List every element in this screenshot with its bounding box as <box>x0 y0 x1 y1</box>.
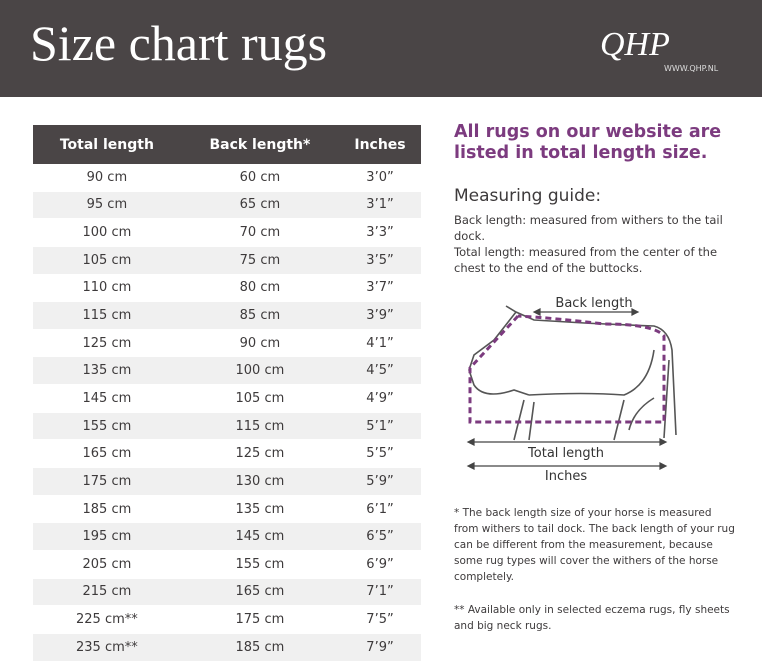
footnote: * The back length size of your horse is … <box>454 507 735 583</box>
guide-title: Measuring guide: <box>454 186 602 206</box>
table-row: 155 cm 115 cm 5’1” <box>33 412 421 441</box>
table-cell: 105 cm <box>180 384 340 413</box>
table-cell: 65 cm <box>180 191 340 220</box>
table-row: 95 cm 65 cm 3’1” <box>33 191 421 220</box>
column-header: Back length* <box>180 125 340 164</box>
inches-label: Inches <box>545 469 587 484</box>
table-cell: 235 cm** <box>33 633 181 662</box>
table-cell: 7’1” <box>339 578 421 607</box>
table-cell: 135 cm <box>33 356 181 386</box>
guide-line: Back length: measured from withers to th… <box>454 213 723 243</box>
table-cell: 4’9” <box>339 384 421 413</box>
table-cell: 3’1” <box>339 191 421 220</box>
table-cell: 5’1” <box>339 412 421 441</box>
logo: QHP <box>600 26 670 63</box>
table-cell: 175 cm <box>180 605 340 634</box>
table-cell: 80 cm <box>180 274 340 303</box>
table-row: 195 cm 145 cm 6’5” <box>33 522 421 551</box>
guide-line: Total length: measured from the center o… <box>454 245 718 275</box>
table-row: 215 cm 165 cm 7’1” <box>33 578 421 607</box>
table-cell: 205 cm <box>33 550 181 579</box>
table-cell: 3’7” <box>339 274 421 303</box>
header-row: Total length Back length* Inches <box>33 125 421 164</box>
table-row: 205 cm 155 cm 6’9” <box>33 550 421 579</box>
table-cell: 5’5” <box>339 439 421 469</box>
table-row: 105 cm 75 cm 3’5” <box>33 246 421 275</box>
total-length-label: Total length <box>527 446 604 461</box>
info: All rugs on our website are listed in to… <box>454 122 744 276</box>
table-cell: 3’0” <box>339 164 421 192</box>
table-cell: 105 cm <box>33 246 181 275</box>
table-cell: 165 cm <box>180 578 340 607</box>
table-row: 90 cm 60 cm 3’0” <box>33 164 421 192</box>
table-row: 135 cm 100 cm 4’5” <box>33 356 421 386</box>
table-cell: 165 cm <box>33 439 181 469</box>
table-cell: 6’5” <box>339 522 421 551</box>
table-cell: 125 cm <box>180 439 340 469</box>
column-header: Inches <box>339 125 421 164</box>
footnote: ** Available only in selected eczema rug… <box>454 604 730 632</box>
header: Size chart rugs QHP WWW.QHP.NL <box>0 0 762 97</box>
table-cell: 75 cm <box>180 246 340 275</box>
size-table: Total length Back length* Inches 90 cm 60 cm… <box>33 125 421 662</box>
highlight: All rugs on our website are listed in to… <box>454 122 722 163</box>
table-cell: 115 cm <box>180 412 340 441</box>
table-row: 175 cm 130 cm 5’9” <box>33 467 421 496</box>
table-cell: 6’9” <box>339 550 421 579</box>
table-row: 165 cm 125 cm 5’5” <box>33 439 421 469</box>
table-row: 115 cm 85 cm 3’9” <box>33 301 421 330</box>
table-cell: 3’3” <box>339 218 421 247</box>
table-cell: 100 cm <box>180 356 340 386</box>
table-row: 185 cm 135 cm 6’1” <box>33 495 421 524</box>
table-cell: 110 cm <box>33 274 181 303</box>
table-cell: 6’1” <box>339 495 421 524</box>
table-cell: 3’9” <box>339 301 421 330</box>
table-row: 100 cm 70 cm 3’3” <box>33 218 421 247</box>
table-cell: 5’9” <box>339 467 421 496</box>
table-cell: 90 cm <box>33 164 181 192</box>
horse-diagram: Back length Total length Inches <box>466 296 677 484</box>
table-cell: 115 cm <box>33 301 181 330</box>
table-row: 225 cm** 175 cm 7’5” <box>33 605 421 634</box>
table-cell: 145 cm <box>33 384 181 413</box>
table-cell: 7’5” <box>339 605 421 634</box>
table-cell: 195 cm <box>33 522 181 551</box>
table-cell: 90 cm <box>180 329 340 358</box>
title: Size chart rugs <box>30 15 328 71</box>
table-cell: 155 cm <box>33 412 181 441</box>
table-cell: 4’5” <box>339 356 421 386</box>
table-cell: 4’1” <box>339 329 421 358</box>
table-cell: 7’9” <box>339 633 421 662</box>
table-cell: 95 cm <box>33 191 181 220</box>
table-cell: 100 cm <box>33 218 181 247</box>
table-cell: 185 cm <box>33 495 181 524</box>
table-cell: 130 cm <box>180 467 340 496</box>
back-length-label: Back length <box>555 296 632 311</box>
table-cell: 85 cm <box>180 301 340 330</box>
table-cell: 155 cm <box>180 550 340 579</box>
table-cell: 60 cm <box>180 164 340 192</box>
table-cell: 125 cm <box>33 329 181 358</box>
table-cell: 3’5” <box>339 246 421 275</box>
table-row: 110 cm 80 cm 3’7” <box>33 274 421 303</box>
table-cell: 70 cm <box>180 218 340 247</box>
table-row: 125 cm 90 cm 4’1” <box>33 329 421 358</box>
table-cell: 215 cm <box>33 578 181 607</box>
table-cell: 135 cm <box>180 495 340 524</box>
table-cell: 185 cm <box>180 633 340 662</box>
table-cell: 145 cm <box>180 522 340 551</box>
table-row: 235 cm** 185 cm 7’9” <box>33 633 421 662</box>
column-header: Total length <box>33 125 181 164</box>
logo-url: WWW.QHP.NL <box>664 64 719 73</box>
table-cell: 175 cm <box>33 467 181 496</box>
table-row: 145 cm 105 cm 4’9” <box>33 384 421 413</box>
table-cell: 225 cm** <box>33 605 181 634</box>
